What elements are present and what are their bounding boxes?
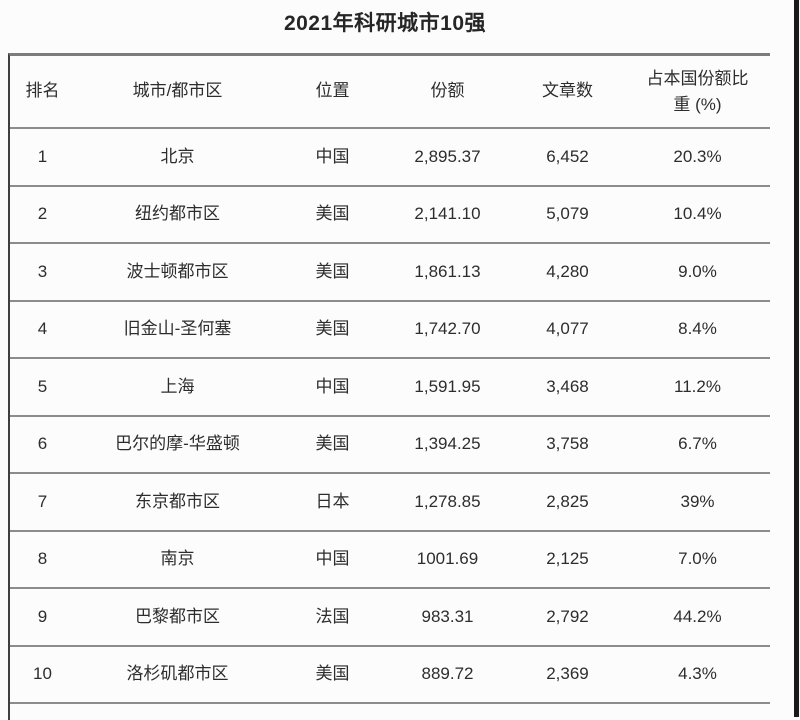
cell-location: 美国 <box>315 319 350 339</box>
cell-rank: 4 <box>37 319 48 339</box>
table-header-row: 排名 城市/都市区 位置 份额 文章数 占本国份额比 重 (%) <box>10 56 770 129</box>
cell-share: 1001.69 <box>416 549 479 569</box>
cell-rank: 2 <box>37 204 48 224</box>
cell-city: 旧金山-圣何塞 <box>123 319 232 339</box>
cell-share: 1,278.85 <box>414 491 481 511</box>
header-pct: 占本国份额比 重 (%) <box>625 66 770 118</box>
cell-share: 1,394.25 <box>414 434 481 454</box>
cell-pct: 9.0% <box>678 261 717 281</box>
cell-articles: 5,079 <box>546 204 589 224</box>
cell-pct: 7.0% <box>678 549 717 569</box>
table-row: 6 巴尔的摩-华盛顿 美国 1,394.25 3,758 6.7% <box>10 417 770 474</box>
cell-location: 中国 <box>315 376 350 396</box>
cell-pct: 20.3% <box>673 146 722 166</box>
cell-share: 1,861.13 <box>414 261 481 281</box>
table-row: 7 东京都市区 日本 1,278.85 2,825 39% <box>10 474 770 532</box>
header-city: 城市/都市区 <box>132 81 223 101</box>
cell-city: 纽约都市区 <box>135 204 220 224</box>
cell-articles: 3,468 <box>546 376 589 396</box>
cell-location: 中国 <box>315 146 350 166</box>
cell-rank: 6 <box>37 434 48 454</box>
cell-pct: 10.4% <box>673 204 722 224</box>
cell-rank: 8 <box>37 549 48 569</box>
cell-articles: 2,369 <box>546 664 589 684</box>
cell-articles: 4,280 <box>546 261 589 281</box>
cell-rank: 7 <box>37 491 48 511</box>
table-row: 4 旧金山-圣何塞 美国 1,742.70 4,077 8.4% <box>10 302 770 359</box>
cell-location: 美国 <box>315 204 350 224</box>
cell-city: 上海 <box>160 376 195 396</box>
cell-city: 巴尔的摩-华盛顿 <box>115 434 240 454</box>
cell-location: 美国 <box>315 434 350 454</box>
cell-articles: 2,825 <box>546 491 589 511</box>
research-cities-table: 排名 城市/都市区 位置 份额 文章数 占本国份额比 重 (%) 1 北京 中国… <box>8 53 770 720</box>
table-row: 9 巴黎都市区 法国 983.31 2,792 44.2% <box>10 589 770 647</box>
cell-rank: 5 <box>37 376 48 396</box>
cell-share: 2,895.37 <box>414 146 481 166</box>
cell-rank: 9 <box>37 606 48 626</box>
table-row: 5 上海 中国 1,591.95 3,468 11.2% <box>10 359 770 417</box>
cell-city: 东京都市区 <box>135 491 220 511</box>
cell-share: 1,742.70 <box>414 319 481 339</box>
cell-articles: 4,077 <box>546 319 589 339</box>
table-title: 2021年科研城市10强 <box>283 12 487 35</box>
cell-location: 法国 <box>315 606 350 626</box>
cell-rank: 1 <box>37 146 48 166</box>
header-share: 份额 <box>430 81 465 101</box>
table-row: 10 洛杉矶都市区 美国 889.72 2,369 4.3% <box>10 647 770 704</box>
cell-location: 中国 <box>315 549 350 569</box>
cell-articles: 2,792 <box>546 606 589 626</box>
cell-rank: 3 <box>37 261 48 281</box>
cell-location: 日本 <box>315 491 350 511</box>
cell-share: 2,141.10 <box>414 204 481 224</box>
cell-city: 北京 <box>160 146 195 166</box>
header-location: 位置 <box>315 81 350 101</box>
header-pct-line1: 占本国份额比 <box>646 68 749 88</box>
cell-articles: 6,452 <box>546 146 589 166</box>
table-row: 8 南京 中国 1001.69 2,125 7.0% <box>10 532 770 589</box>
cell-city: 波士顿都市区 <box>126 261 229 281</box>
cell-share: 889.72 <box>421 664 474 684</box>
header-rank: 排名 <box>25 81 60 101</box>
cell-city: 洛杉矶都市区 <box>126 664 229 684</box>
cell-pct: 4.3% <box>678 664 717 684</box>
header-pct-line2: 重 (%) <box>673 94 722 114</box>
cell-share: 983.31 <box>421 606 474 626</box>
header-articles: 文章数 <box>542 81 593 101</box>
cell-rank: 10 <box>33 664 52 684</box>
cell-articles: 2,125 <box>546 549 589 569</box>
table-row: 2 纽约都市区 美国 2,141.10 5,079 10.4% <box>10 187 770 244</box>
cell-share: 1,591.95 <box>414 376 481 396</box>
table-row: 1 北京 中国 2,895.37 6,452 20.3% <box>10 129 770 187</box>
cell-location: 美国 <box>315 261 350 281</box>
photo-right-edge-line <box>794 0 799 717</box>
cell-pct: 8.4% <box>678 319 717 339</box>
cell-pct: 6.7% <box>678 434 717 454</box>
cell-pct: 11.2% <box>674 376 721 396</box>
cell-pct: 44.2% <box>673 606 722 626</box>
cell-pct: 39% <box>680 491 715 511</box>
cell-city: 南京 <box>160 549 195 569</box>
cell-city: 巴黎都市区 <box>135 606 220 626</box>
cell-articles: 3,758 <box>546 434 589 454</box>
cell-location: 美国 <box>315 664 350 684</box>
table-row: 3 波士顿都市区 美国 1,861.13 4,280 9.0% <box>10 244 770 302</box>
